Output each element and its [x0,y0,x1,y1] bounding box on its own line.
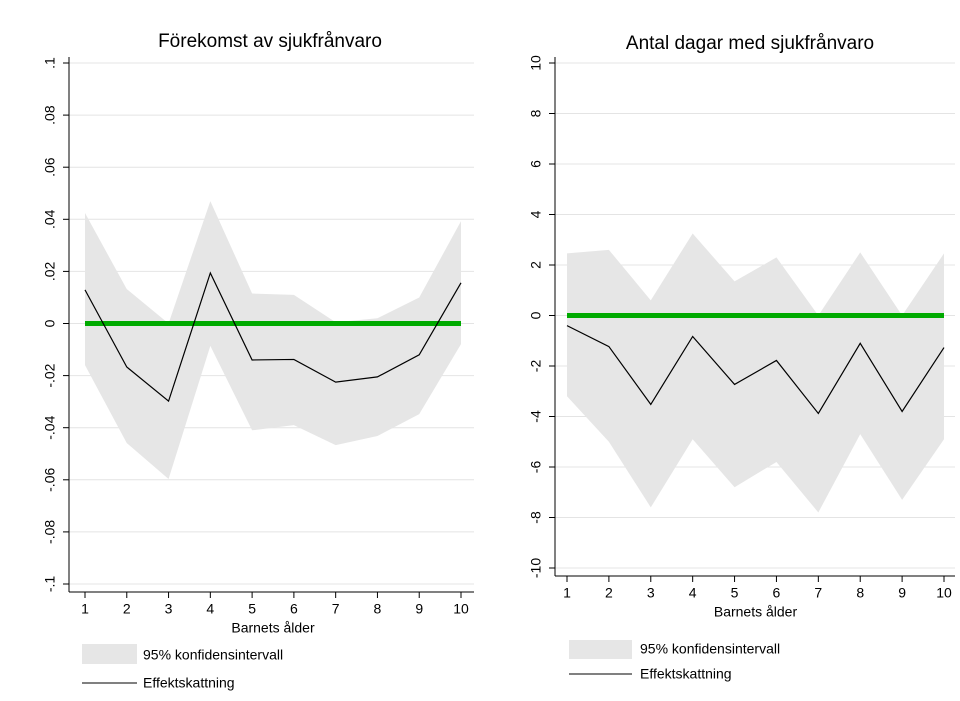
x-tick-label: 5 [731,585,739,601]
x-tick-label: 5 [248,601,256,617]
x-tick-label: 4 [206,601,214,617]
x-tick-label: 10 [936,585,952,601]
x-axis-label: Barnets ålder [231,620,315,636]
y-tick-label: 0 [42,319,58,327]
x-tick-label: 4 [689,585,697,601]
x-tick-label: 7 [814,585,822,601]
y-tick-label: .04 [42,209,58,229]
y-tick-label: -.02 [42,363,58,387]
x-tick-label: 2 [605,585,613,601]
y-tick-label: 4 [528,210,544,218]
y-tick-label: -4 [528,410,544,423]
legend-label: 95% konfidensintervall [143,647,283,663]
chart-title: Förekomst av sjukfrånvaro [158,31,382,52]
x-tick-label: 6 [773,585,781,601]
y-tick-label: -.06 [42,468,58,492]
y-tick-label: -8 [528,511,544,524]
x-tick-label: 10 [453,601,469,617]
legend-label: Effektskattning [640,666,732,682]
y-tick-label: .08 [42,105,58,125]
x-tick-label: 9 [415,601,423,617]
y-tick-label: 6 [528,160,544,168]
y-tick-label: -10 [528,558,544,578]
y-tick-label: -.08 [42,520,58,544]
x-tick-label: 6 [290,601,298,617]
x-tick-label: 3 [647,585,655,601]
x-tick-label: 1 [563,585,571,601]
chart: Antal dagar med sjukfrånvaro -10 -8 -6 -4 -2 0… [528,33,955,682]
y-tick-label: -2 [528,360,544,373]
y-tick-label: -6 [528,461,544,474]
chart: Förekomst av sjukfrånvaro -.1 -.08 -.06 -.04… [42,31,474,691]
y-tick-label: -.1 [42,576,58,593]
x-tick-label: 9 [898,585,906,601]
y-tick-label: .06 [42,157,58,177]
y-tick-label: .1 [42,57,58,69]
legend-label: 95% konfidensintervall [640,641,780,657]
x-tick-label: 3 [165,601,173,617]
chart-title: Antal dagar med sjukfrånvaro [626,33,874,54]
y-tick-label: 10 [528,55,544,71]
x-tick-label: 8 [374,601,382,617]
y-tick-label: -.04 [42,415,58,439]
effect-line [84,271,462,403]
legend-swatch [569,640,632,659]
y-tick-label: 0 [528,311,544,319]
x-axis-label: Barnets ålder [714,604,798,620]
x-tick-label: 1 [81,601,89,617]
legend-label: Effektskattning [143,675,235,691]
confidence-band [85,201,461,480]
x-tick-label: 2 [123,601,131,617]
effect-line [566,325,945,415]
legend-swatch [82,644,137,664]
x-tick-label: 7 [332,601,340,617]
y-tick-label: .02 [42,261,58,281]
y-tick-label: 8 [528,109,544,117]
y-tick-label: 2 [528,261,544,269]
x-tick-label: 8 [856,585,864,601]
